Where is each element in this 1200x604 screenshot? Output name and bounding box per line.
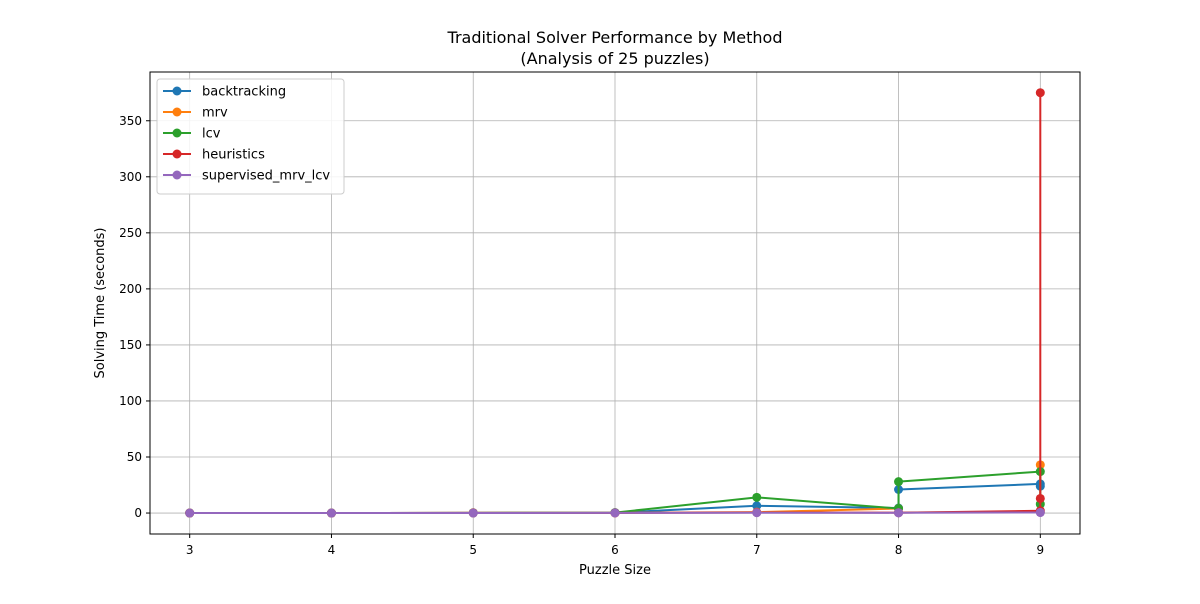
chart-title: Traditional Solver Performance by Method (447, 28, 783, 47)
x-tick-label: 9 (1036, 543, 1044, 557)
y-tick-label: 350 (119, 114, 142, 128)
legend-marker (172, 107, 182, 117)
data-point (752, 508, 762, 518)
legend-label: mrv (202, 106, 228, 121)
grid-lines (150, 72, 1080, 534)
data-point (185, 508, 195, 518)
y-tick-label: 250 (119, 226, 142, 240)
data-point (752, 492, 762, 502)
legend-item-supervised_mrv_lcv: supervised_mrv_lcv (163, 169, 330, 184)
x-tick-label: 6 (611, 543, 619, 557)
data-point (894, 508, 904, 518)
legend-label: lcv (202, 127, 221, 142)
series-layer (185, 88, 1045, 518)
x-tick-label: 8 (895, 543, 903, 557)
legend-label: supervised_mrv_lcv (202, 169, 330, 184)
data-point (894, 477, 904, 487)
y-tick-label: 100 (119, 394, 142, 408)
legend-label: backtracking (202, 85, 286, 100)
data-point (326, 508, 336, 518)
legend-box (156, 78, 345, 195)
legend-item-backtracking: backtracking (163, 85, 286, 100)
x-tick-label: 3 (186, 543, 194, 557)
x-tick-label: 7 (753, 543, 761, 557)
x-axis-label: Puzzle Size (579, 563, 651, 578)
data-point (752, 501, 762, 511)
chart-subtitle: (Analysis of 25 puzzles) (520, 49, 709, 68)
series-supervised_mrv_lcv (185, 507, 1045, 518)
axis-ticks: 3 4 5 6 7 8 9 0 50 100 150 200 250 300 350 (119, 114, 1044, 557)
x-tick-label: 4 (328, 543, 336, 557)
data-point (1035, 507, 1045, 517)
y-tick-label: 200 (119, 282, 142, 296)
data-point (1035, 88, 1045, 98)
legend-marker (172, 86, 182, 96)
legend-item-mrv: mrv (163, 106, 228, 121)
legend-item-lcv: lcv (163, 127, 221, 142)
data-point (610, 508, 620, 518)
legend-marker (172, 149, 182, 159)
data-point (468, 508, 478, 518)
data-point (1035, 493, 1045, 503)
y-tick-label: 0 (134, 506, 142, 520)
legend: backtracking mrv lcv heuristics supervised_m… (156, 78, 345, 195)
x-tick-label: 5 (469, 543, 477, 557)
y-tick-label: 150 (119, 338, 142, 352)
y-axis-label: Solving Time (seconds) (93, 228, 108, 379)
legend-marker (172, 128, 182, 138)
y-tick-label: 50 (127, 450, 142, 464)
legend-item-heuristics: heuristics (163, 148, 265, 163)
y-tick-label: 300 (119, 170, 142, 184)
legend-label: heuristics (202, 148, 265, 163)
legend-marker (172, 170, 182, 180)
